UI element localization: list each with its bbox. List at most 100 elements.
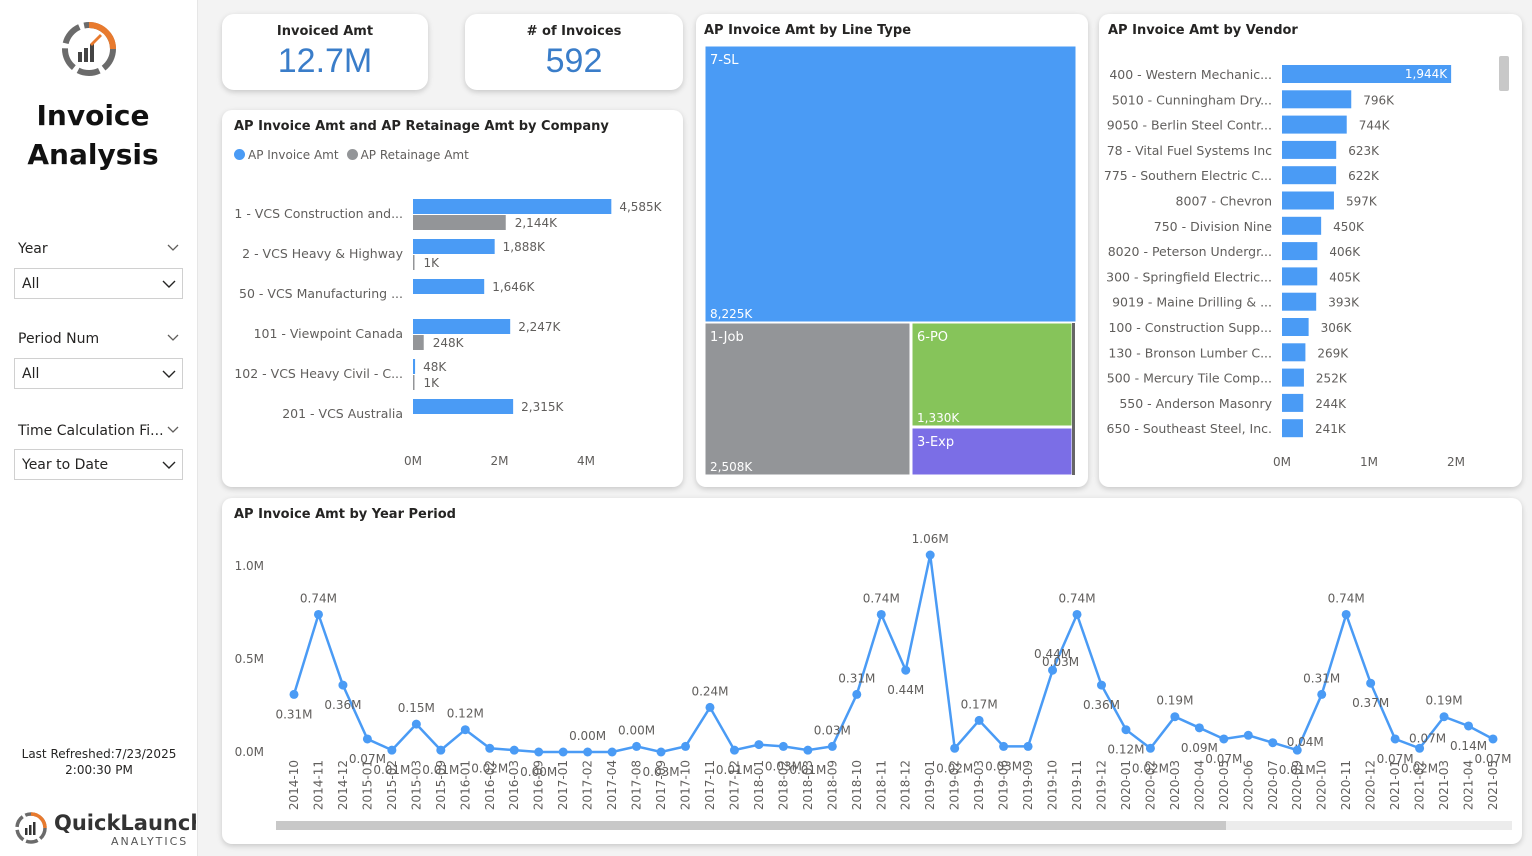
period-num-slicer-collapse-icon[interactable] — [166, 331, 180, 345]
linetype-chart-title: AP Invoice Amt by Line Type — [704, 23, 912, 38]
data-point — [1048, 665, 1058, 675]
vendor-chart-scrollbar[interactable] — [1499, 56, 1509, 91]
x-tick-label: 4M — [577, 454, 595, 468]
time-calculation-slicer-collapse-icon[interactable] — [166, 423, 180, 437]
legend-item-retainage[interactable]: AP Retainage Amt — [346, 148, 469, 162]
data-point — [411, 719, 421, 729]
category-label: 101 - Viewpoint Canada — [254, 326, 403, 341]
quicklaunch-rocket-logo-icon — [62, 22, 116, 76]
y-tick-label: 0.5M — [235, 652, 264, 666]
period-num-dropdown[interactable]: All — [14, 358, 183, 389]
retainage-bar — [413, 215, 506, 230]
data-label: 0.02M — [936, 761, 973, 775]
x-tick-label: 2015-03 — [409, 760, 423, 810]
data-point — [607, 747, 617, 757]
x-tick-label: 2019-03 — [972, 760, 986, 810]
data-point — [534, 747, 544, 757]
data-label: 0.36M — [324, 698, 361, 712]
data-point — [460, 725, 470, 735]
vendor-chart-visual[interactable]: AP Invoice Amt by Vendor 400 - Western M… — [1099, 14, 1522, 487]
period-num-slicer-label: Period Num — [18, 331, 100, 347]
data-point — [803, 745, 813, 755]
invoice-bar — [413, 199, 612, 214]
kpi-card-invoice-count[interactable]: # of Invoices 592 — [465, 14, 683, 90]
x-tick-label: 2015-09 — [434, 760, 448, 810]
invoice-data-label: 2,315K — [521, 400, 564, 414]
data-label: 0.74M — [300, 591, 337, 605]
kpi-card-invoiced-amt[interactable]: Invoiced Amt 12.7M — [222, 14, 428, 90]
invoice-bar — [413, 279, 485, 294]
data-point — [387, 745, 397, 755]
report-title-line1: Invoice — [36, 99, 150, 132]
company-chart-plot: 1 - VCS Construction and... 4,585K 2,144K 2… — [234, 199, 663, 468]
data-label: 0.44M — [887, 683, 924, 697]
retainage-bar — [413, 375, 415, 390]
vendor-data-label: 393K — [1328, 296, 1360, 310]
vendor-data-label: 406K — [1329, 245, 1361, 259]
data-point — [974, 715, 984, 725]
legend-label: AP Retainage Amt — [360, 148, 469, 162]
x-tick-label: 2018-11 — [874, 760, 888, 810]
data-label: 0.01M — [1279, 763, 1316, 777]
vendor-bar — [1282, 292, 1317, 311]
last-refreshed-text: Last Refreshed:7/23/2025 2:00:30 PM — [0, 746, 198, 778]
x-tick-label: 2014-11 — [311, 760, 325, 810]
vendor-bar — [1282, 393, 1304, 412]
data-point — [681, 741, 691, 751]
chevron-down-icon — [162, 280, 176, 288]
category-label: 1 - VCS Construction and... — [234, 206, 403, 221]
data-point — [901, 665, 911, 675]
linetype-treemap-visual[interactable]: AP Invoice Amt by Line Type 7-SL 8,225K 1-… — [696, 14, 1088, 487]
x-tick-label: 2020-02 — [1143, 760, 1157, 810]
company-chart-visual[interactable]: AP Invoice Amt and AP Retainage Amt by C… — [222, 110, 683, 487]
x-tick-label: 2019-12 — [1094, 760, 1108, 810]
kpi-title: Invoiced Amt — [276, 24, 374, 39]
data-label: 0.07M — [1474, 752, 1511, 766]
data-point — [1121, 725, 1131, 735]
chevron-down-icon — [162, 461, 176, 469]
data-point — [950, 743, 960, 753]
data-label: 0.03M — [1042, 655, 1079, 669]
x-tick-label: 2019-01 — [923, 760, 937, 810]
x-tick-label: 2018-10 — [850, 760, 864, 810]
data-point — [1023, 741, 1033, 751]
vendor-bar — [1282, 368, 1304, 387]
data-point — [1390, 734, 1400, 744]
x-tick-label: 2019-06 — [997, 760, 1011, 810]
x-tick-label: 2016-03 — [507, 760, 521, 810]
period-num-dropdown-value: All — [22, 366, 40, 382]
legend-item-invoice[interactable]: AP Invoice Amt — [234, 148, 339, 162]
data-label: 0.12M — [1107, 743, 1144, 757]
data-label: 0.03M — [643, 765, 680, 779]
x-tick-label: 2017-08 — [630, 760, 644, 810]
vendor-label: 100 - Construction Supp... — [1108, 320, 1272, 335]
x-tick-label: 2021-05 — [1486, 760, 1500, 810]
year-slicer-collapse-icon[interactable] — [166, 241, 180, 255]
x-tick-label: 2018-12 — [899, 760, 913, 810]
x-tick-label: 2M — [491, 454, 509, 468]
year-dropdown[interactable]: All — [14, 268, 183, 299]
data-point — [583, 747, 593, 757]
vendor-bar — [1282, 318, 1309, 336]
x-tick-label: 2020-12 — [1364, 760, 1378, 810]
data-point — [558, 747, 568, 757]
kpi-value: 12.7M — [277, 42, 373, 80]
period-chart-visual[interactable]: AP Invoice Amt by Year Period 0.0M 0.5M 1.… — [222, 498, 1522, 844]
x-tick-label: 2018-09 — [825, 760, 839, 810]
data-point — [1194, 723, 1204, 733]
vendor-data-label: 405K — [1329, 270, 1361, 284]
treemap-category-label: 6-PO — [917, 330, 948, 345]
retainage-data-label: 1K — [424, 376, 441, 390]
data-point — [1170, 712, 1180, 722]
period-chart-scrollbar-thumb[interactable] — [276, 821, 1226, 830]
data-label: 0.74M — [1058, 591, 1095, 605]
time-calculation-dropdown[interactable]: Year to Date — [14, 449, 183, 480]
x-tick-label: 2019-11 — [1070, 760, 1084, 810]
data-point — [705, 702, 715, 712]
period-chart-scrollbar-track[interactable] — [276, 821, 1512, 830]
report-title-line2: Analysis — [27, 138, 159, 171]
data-point — [338, 680, 348, 690]
vendor-bar — [1282, 65, 1452, 83]
vendor-chart-plot: 400 - Western Mechanic... 1,944K 5010 - Cu… — [1104, 65, 1465, 469]
data-label: 0.31M — [1303, 671, 1340, 685]
